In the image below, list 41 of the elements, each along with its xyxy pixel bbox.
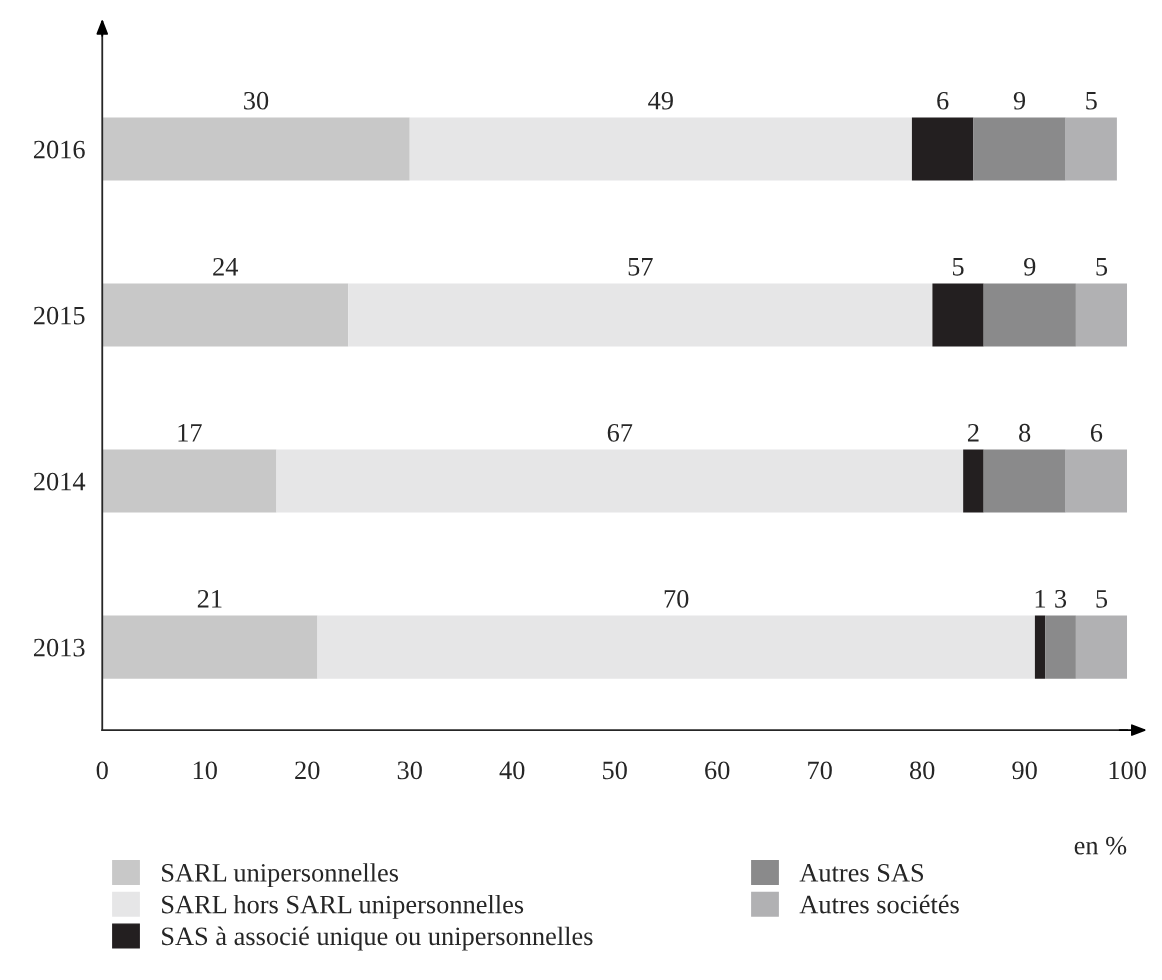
y-tick-label: 2014: [33, 472, 86, 491]
data-label: 5: [1086, 92, 1097, 110]
x-tick-label: 90: [1012, 761, 1037, 780]
legend-label: SARL unipersonnelles: [162, 863, 399, 888]
legend-label: SAS à associé unique ou unipersonnelles: [162, 926, 593, 951]
data-label: 49: [648, 91, 673, 110]
legend-label: Autres sociétés: [799, 894, 959, 914]
x-axis-title: en %: [1074, 836, 1127, 855]
x-tick-label: 50: [603, 761, 627, 780]
legend-label: Autres SAS: [799, 863, 924, 882]
data-label: 6: [1090, 423, 1103, 442]
x-tick-label: 80: [909, 761, 935, 780]
data-label: 9: [1013, 91, 1026, 110]
data-label: 30: [244, 91, 269, 110]
x-tick-label: 20: [295, 761, 320, 780]
data-label: 2: [967, 423, 979, 442]
data-label: 1: [1035, 590, 1046, 608]
x-tick-label: 40: [499, 761, 525, 780]
data-label: 24: [213, 257, 239, 276]
data-label: 70: [664, 589, 689, 608]
x-tick-label: 70: [808, 761, 832, 780]
data-label: 5: [1096, 590, 1108, 608]
data-label: 8: [1019, 423, 1031, 442]
data-label: 57: [628, 258, 653, 276]
x-tick-label: 100: [1109, 761, 1146, 780]
y-tick-label: 2016: [33, 140, 85, 159]
data-label: 21: [197, 589, 222, 608]
data-label: 5: [1096, 258, 1108, 276]
data-label: 3: [1055, 589, 1067, 608]
x-tick-label: 0: [96, 761, 108, 780]
y-tick-label: 2013: [33, 638, 85, 657]
data-label: 5: [952, 258, 964, 276]
y-tick-label: 2015: [33, 306, 85, 325]
x-tick-label: 10: [193, 761, 217, 780]
data-label: 9: [1024, 257, 1036, 276]
x-tick-label: 30: [397, 761, 422, 780]
data-label: 67: [607, 423, 633, 442]
data-label: 6: [937, 91, 949, 110]
data-label: 17: [178, 423, 202, 442]
legend-label: SARL hors SARL unipersonnelles: [162, 894, 524, 919]
x-tick-label: 60: [705, 761, 730, 780]
